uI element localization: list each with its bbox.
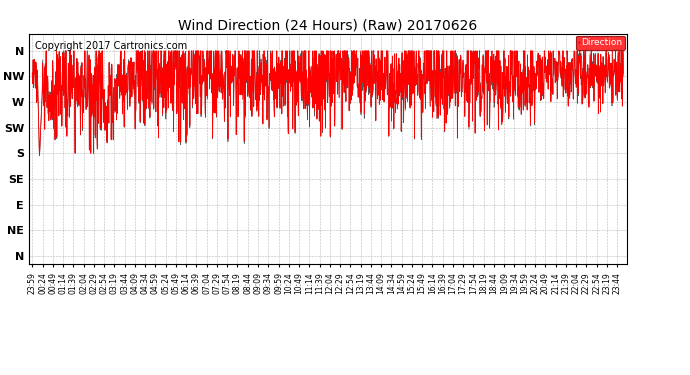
Text: Copyright 2017 Cartronics.com: Copyright 2017 Cartronics.com [35,40,187,51]
Legend: Direction: Direction [576,36,624,50]
Title: Wind Direction (24 Hours) (Raw) 20170626: Wind Direction (24 Hours) (Raw) 20170626 [178,19,477,33]
